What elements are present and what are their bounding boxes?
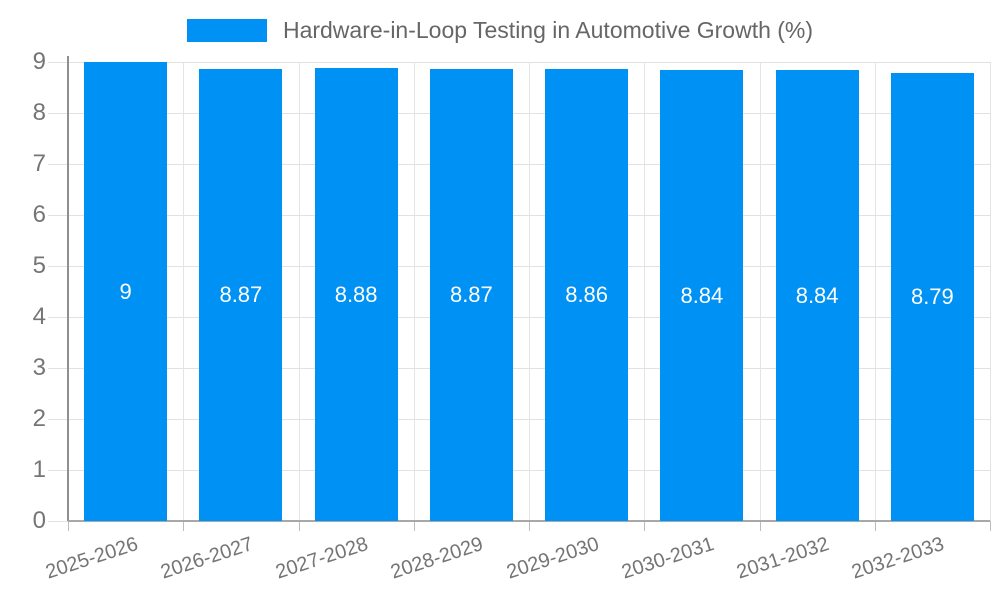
bar-value-label: 9 — [119, 278, 132, 304]
bar[interactable]: 8.84 — [660, 70, 744, 521]
x-axis-tick — [644, 521, 646, 531]
x-tick-label: 2028-2029 — [388, 533, 487, 584]
y-gridline — [48, 62, 990, 63]
x-gridline — [298, 62, 300, 521]
x-gridline — [183, 62, 185, 521]
bar-value-label: 8.86 — [565, 282, 609, 308]
y-gridline — [48, 521, 68, 522]
x-axis-tick — [413, 521, 415, 531]
y-gridline — [48, 113, 990, 114]
bar-value-label: 8.87 — [449, 281, 493, 307]
x-axis-tick — [183, 521, 185, 531]
legend-label: Hardware-in-Loop Testing in Automotive G… — [282, 17, 814, 43]
y-gridline — [48, 266, 990, 267]
y-tick-label: 4 — [32, 303, 46, 330]
x-axis-tick — [68, 521, 69, 531]
x-tick-label: 2031-2032 — [734, 533, 832, 584]
bar[interactable]: 8.79 — [890, 72, 974, 521]
bar-value-label: 8.84 — [680, 282, 724, 308]
y-gridline — [48, 419, 990, 420]
x-axis-line — [68, 520, 990, 522]
x-tick-label: 2025-2026 — [42, 533, 141, 584]
y-tick-label: 8 — [32, 99, 46, 126]
x-gridline — [644, 62, 646, 521]
y-tick-label: 9 — [32, 48, 46, 75]
legend-swatch — [186, 19, 267, 42]
x-gridline — [529, 62, 530, 521]
x-gridline — [990, 62, 991, 521]
x-gridline — [874, 62, 876, 521]
x-axis-tick — [759, 521, 761, 531]
y-gridline — [48, 164, 990, 165]
bar[interactable]: 8.87 — [429, 68, 513, 521]
x-axis-tick — [874, 521, 876, 531]
y-tick-label: 0 — [32, 507, 46, 534]
x-axis-tick — [298, 521, 300, 531]
x-tick-label: 2032-2033 — [849, 533, 948, 584]
y-gridline — [48, 368, 990, 369]
y-tick-label: 2 — [32, 405, 46, 432]
bar[interactable]: 8.88 — [314, 68, 398, 521]
y-axis-line — [67, 56, 69, 521]
y-tick-label: 6 — [32, 201, 46, 228]
bar[interactable]: 9 — [84, 62, 168, 521]
x-tick-label: 2027-2028 — [273, 533, 371, 584]
x-gridline — [759, 62, 761, 521]
y-tick-label: 7 — [32, 150, 46, 177]
bar[interactable]: 8.86 — [545, 69, 629, 521]
y-tick-label: 3 — [32, 354, 46, 381]
bar-value-label: 8.79 — [910, 283, 954, 309]
bar[interactable]: 8.84 — [775, 70, 859, 521]
x-tick-label: 2026-2027 — [157, 533, 256, 584]
bar[interactable]: 8.87 — [199, 68, 283, 521]
x-axis-tick — [990, 521, 991, 531]
x-tick-label: 2029-2030 — [503, 533, 602, 584]
x-tick-label: 2030-2031 — [618, 533, 717, 584]
y-gridline — [48, 317, 990, 318]
y-gridline — [48, 215, 990, 216]
x-axis-tick — [529, 521, 530, 531]
y-tick-label: 1 — [32, 456, 46, 483]
bar-value-label: 8.84 — [795, 282, 839, 308]
y-tick-label: 5 — [32, 252, 46, 279]
y-gridline — [48, 470, 990, 471]
bar-value-label: 8.87 — [219, 281, 263, 307]
bar-value-label: 8.88 — [334, 281, 378, 307]
chart-legend[interactable]: Hardware-in-Loop Testing in Automotive G… — [0, 17, 1000, 44]
x-gridline — [413, 62, 415, 521]
